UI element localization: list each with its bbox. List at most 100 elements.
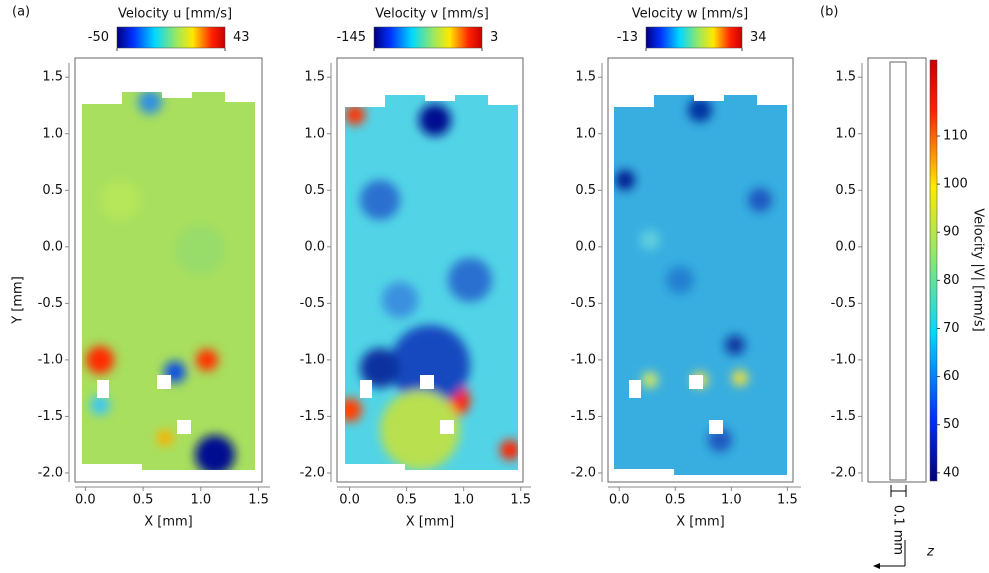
- y-tick-label: 1.5: [575, 70, 596, 85]
- y-tick-label: 0.5: [42, 183, 63, 198]
- colorbar-tick-label: 60: [943, 369, 960, 384]
- field-blob: [360, 348, 400, 388]
- x-tick-label: 1.0: [190, 493, 211, 508]
- data-gap: [420, 375, 434, 389]
- x-axis-label: X [mm]: [144, 515, 193, 530]
- y-tick-label: -1.0: [571, 352, 596, 367]
- colorbar-tick-label: 100: [943, 177, 968, 192]
- y-tick-label: 1.5: [835, 70, 856, 85]
- y-tick-label: 1.0: [304, 126, 325, 141]
- field-blob: [725, 335, 745, 355]
- data-gap: [345, 95, 385, 107]
- field-blob: [345, 105, 365, 125]
- scale-label: 0.1 mm: [891, 505, 906, 555]
- colorbar-tick-label: 80: [943, 273, 960, 288]
- y-tick-label: 0.0: [835, 239, 856, 254]
- field-blob: [100, 180, 140, 220]
- data-gap: [440, 420, 454, 434]
- field-blob: [86, 346, 114, 374]
- field-blob: [90, 395, 110, 415]
- field-blob: [175, 225, 225, 275]
- y-tick-label: -1.5: [300, 409, 325, 424]
- y-tick-label: 1.0: [835, 126, 856, 141]
- y-tick-label: -0.5: [38, 296, 63, 311]
- colorbar-title: Velocity v [mm/s]: [375, 7, 489, 22]
- colorbar-tick-label: -13: [617, 30, 638, 45]
- x-tick-label: 0.5: [396, 493, 417, 508]
- colorbar-tick-label: 43: [233, 30, 250, 45]
- x-tick-label: 1.0: [721, 493, 742, 508]
- field-bg: [82, 92, 255, 470]
- heatmap-field: [82, 92, 255, 470]
- x-tick-label: 0.5: [133, 493, 154, 508]
- colorbar: [929, 59, 938, 482]
- y-tick-label: 0.5: [304, 183, 325, 198]
- y-tick-label: -0.5: [571, 296, 596, 311]
- colorbar-label: Velocity |V| [mm/s]: [971, 208, 986, 332]
- field-blob: [615, 170, 635, 190]
- field-blob: [748, 188, 772, 212]
- heatmap-field: [345, 95, 518, 470]
- y-tick-label: 0.5: [835, 183, 856, 198]
- colorbar-tick-label: 50: [943, 417, 960, 432]
- panel-label: (b): [820, 5, 838, 20]
- field-blob: [688, 98, 712, 122]
- y-tick-label: -1.5: [571, 409, 596, 424]
- y-tick-label: -0.5: [831, 296, 856, 311]
- data-gap: [345, 464, 405, 470]
- field-blob: [380, 390, 460, 470]
- strip-frame: [889, 61, 907, 481]
- data-gap: [177, 420, 191, 434]
- y-tick-label: -1.0: [38, 352, 63, 367]
- arrow-head: [873, 563, 880, 569]
- field-blob: [419, 104, 451, 136]
- x-tick-label: 1.0: [453, 493, 474, 508]
- x-tick-label: 0.0: [609, 493, 630, 508]
- data-gap: [757, 95, 787, 105]
- x-tick-label: 1.5: [510, 493, 531, 508]
- y-tick-label: 0.5: [575, 183, 596, 198]
- data-gap: [629, 380, 641, 398]
- data-gap: [82, 92, 122, 104]
- y-tick-label: -0.5: [300, 296, 325, 311]
- field-blob: [360, 180, 400, 220]
- field-blob: [138, 92, 162, 114]
- y-tick-label: -2.0: [38, 465, 63, 480]
- field-blob: [666, 266, 694, 294]
- y-tick-label: 0.0: [304, 239, 325, 254]
- field-blob: [157, 430, 173, 446]
- y-tick-label: 1.0: [42, 126, 63, 141]
- data-gap: [225, 92, 255, 102]
- field-blob: [195, 435, 235, 470]
- x-axis-label: X [mm]: [406, 515, 455, 530]
- data-gap: [709, 420, 723, 434]
- colorbar-tick-label: 110: [943, 129, 968, 144]
- field-blobs: [345, 104, 518, 470]
- y-tick-label: 0.0: [575, 239, 596, 254]
- colorbar-tick-label: 40: [943, 465, 960, 480]
- colorbar: [116, 26, 226, 49]
- colorbar-tick-label: 34: [750, 30, 767, 45]
- field-blob: [500, 440, 518, 460]
- colorbar-tick-label: 90: [943, 225, 960, 240]
- data-gap: [425, 95, 455, 101]
- field-blob: [196, 349, 218, 371]
- colorbar-tick-label: 70: [943, 321, 960, 336]
- colorbar-tick-label: 3: [490, 30, 498, 45]
- colorbar-tick-label: -145: [336, 30, 366, 45]
- field-blob: [382, 282, 418, 318]
- field-blob: [345, 398, 362, 422]
- colorbar: [373, 26, 483, 49]
- field-bg: [614, 95, 787, 475]
- colorbar-title: Velocity w [mm/s]: [632, 7, 749, 22]
- data-gap: [694, 95, 724, 101]
- data-gap: [97, 380, 109, 398]
- y-tick-label: -2.0: [831, 465, 856, 480]
- y-tick-label: -1.0: [831, 352, 856, 367]
- data-gap: [488, 95, 518, 105]
- y-tick-label: -1.5: [38, 409, 63, 424]
- field-blob: [732, 370, 748, 386]
- field-blob: [448, 258, 492, 302]
- x-axis-label: X [mm]: [676, 515, 725, 530]
- y-tick-label: 1.5: [304, 70, 325, 85]
